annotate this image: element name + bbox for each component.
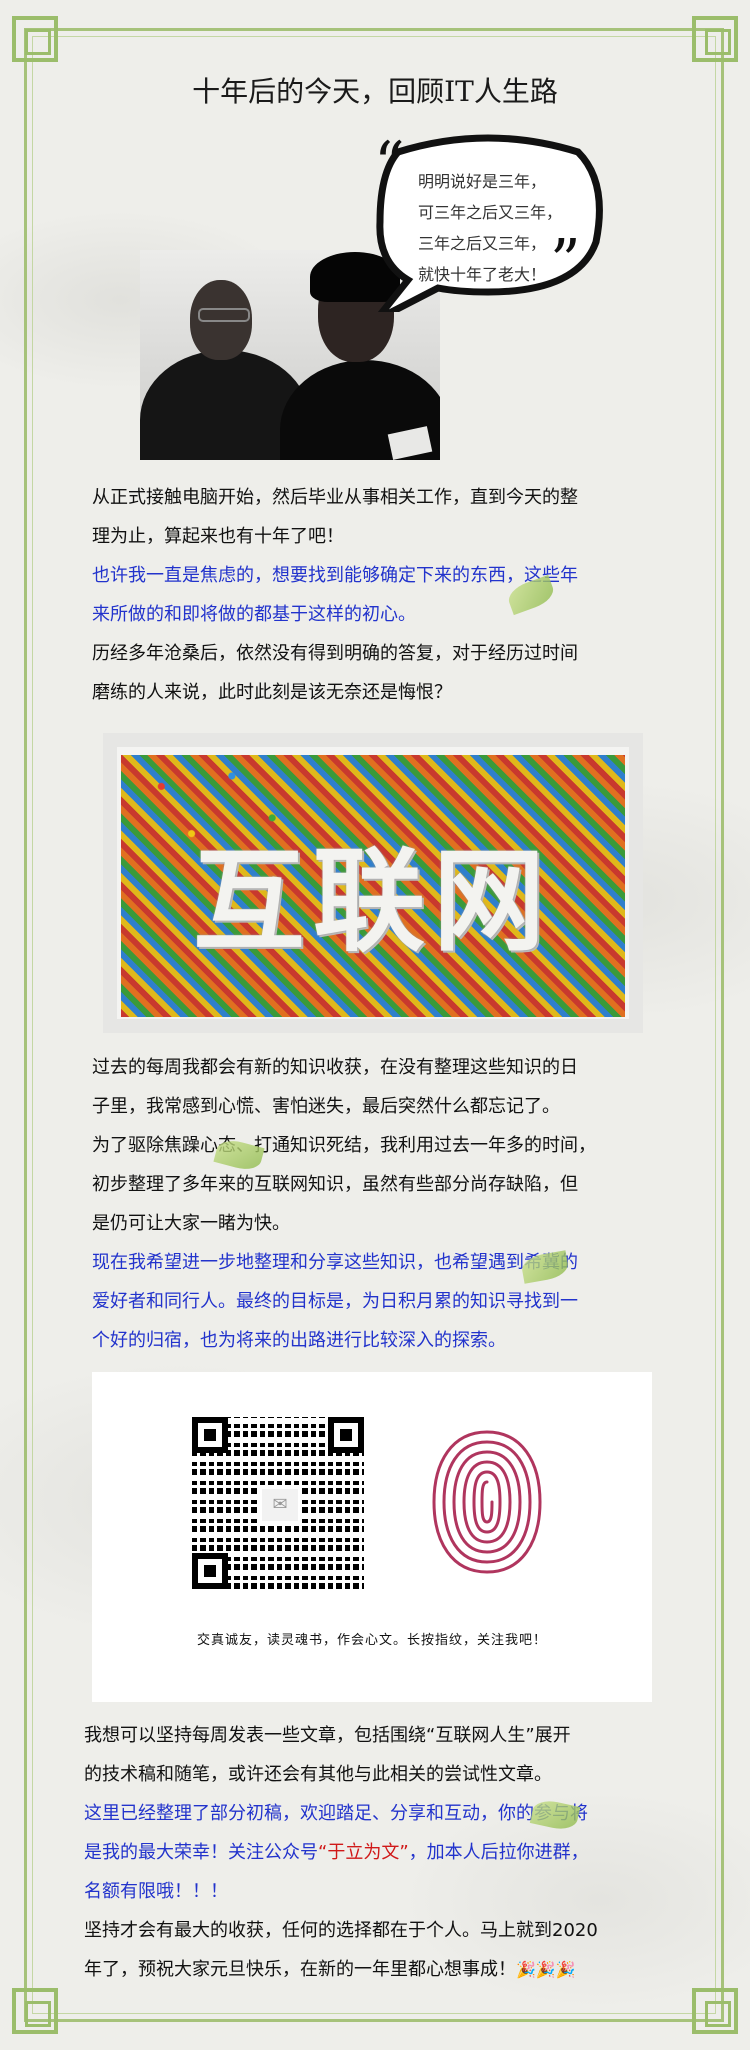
speech-bubble-shape: “ ” <box>374 132 603 312</box>
page-title: 十年后的今天，回顾IT人生路 <box>192 75 558 108</box>
candy-pile <box>121 755 625 1017</box>
text-span-blue: ，加本人后拉你进群， <box>408 1842 589 1863</box>
text-line-blue: 名额有限哦！！！ <box>84 1881 228 1902</box>
text-line: 年了，预祝大家元旦快乐，在新的一年里都心想事成！🎉🎉🎉 <box>84 1950 704 1989</box>
text-line-blue: 来所做的和即将做的都基于这样的初心。 <box>92 604 416 625</box>
page-frame <box>24 28 724 2022</box>
text-span-blue: 是我的最大荣幸！关注公众号 <box>84 1842 318 1863</box>
text-line: 磨练的人来说，此时此刻是该无奈还是悔恨？ <box>92 682 452 703</box>
corner-ornament-top-left <box>12 16 58 62</box>
candy-image-internet: 互联网 <box>103 733 643 1033</box>
text-line: 历经多年沧桑后，依然没有得到明确的答复，对于经历过时间 <box>92 643 578 664</box>
text-line: 理为止，算起来也有十年了吧！ <box>92 526 344 547</box>
corner-ornament-top-right <box>692 16 738 62</box>
paragraph-intro: 从正式接触电脑开始，然后毕业从事相关工作，直到今天的整 理为止，算起来也有十年了… <box>92 478 682 712</box>
photo-man-left-glasses <box>198 308 250 322</box>
text-line-blue: 爱好者和同行人。最终的目标是，为日积月累的知识寻找到一 <box>92 1291 578 1312</box>
text-line: 过去的每周我都会有新的知识收获，在没有整理这些知识的日 <box>92 1057 578 1078</box>
text-line: 从正式接触电脑开始，然后毕业从事相关工作，直到今天的整 <box>92 487 578 508</box>
text-line-blue: 个好的归宿，也为将来的出路进行比较深入的探索。 <box>92 1330 506 1351</box>
text-line-blue: 这里已经整理了部分初稿，欢迎踏足、分享和互动，你的参与将 <box>84 1803 588 1824</box>
corner-ornament-bottom-left <box>12 1988 58 2034</box>
corner-ornament-bottom-right <box>692 1988 738 2034</box>
text-line-blue: 也许我一直是焦虑的，想要找到能够确定下来的东西，这些年 <box>92 565 578 586</box>
text-line: 坚持才会有最大的收获，任何的选择都在于个人。马上就到2020 <box>84 1920 598 1941</box>
page-frame-inner <box>32 36 716 2014</box>
text-line: 我想可以坚持每周发表一些文章，包括围绕“互联网人生”展开 <box>84 1725 571 1746</box>
text-line: 初步整理了多年来的互联网知识，虽然有些部分尚存缺陷，但 <box>92 1174 578 1195</box>
fingerprint-icon[interactable] <box>422 1422 552 1582</box>
qr-caption: 交真诚友，读灵魂书，作会心文。长按指纹，关注我吧！ <box>196 1633 547 1648</box>
quote-close-icon: ” <box>550 227 581 297</box>
bubble-line: 明明说好是三年， <box>418 172 547 191</box>
speech-bubble-text: 明明说好是三年， 可三年之后又三年， 三年之后又三年， 就快十年了老大！ <box>418 166 588 290</box>
text-line: 子里，我常感到心慌、害怕迷失，最后突然什么都忘记了。 <box>92 1096 560 1117</box>
bubble-line: 可三年之后又三年， <box>418 203 563 222</box>
account-name: “于立为文” <box>318 1842 409 1863</box>
text-line: 是仍可让大家一睹为快。 <box>92 1213 290 1234</box>
candy-word: 互联网 <box>193 837 553 967</box>
text-line-blue: 现在我希望进一步地整理和分享这些知识，也希望遇到希冀的 <box>92 1252 578 1273</box>
qr-logo-icon: ✉ <box>260 1487 300 1523</box>
paragraph-outro: 我想可以坚持每周发表一些文章，包括围绕“互联网人生”展开 的技术稿和随笔，或许还… <box>84 1716 704 1989</box>
bubble-line: 三年之后又三年， <box>418 234 547 253</box>
party-popper-icon: 🎉🎉🎉 <box>516 1960 576 1979</box>
qr-card: ✉ 交真诚友，读灵魂书，作会心文。长按指纹，关注我吧！ <box>92 1372 652 1702</box>
qr-code[interactable]: ✉ <box>192 1417 364 1589</box>
speech-bubble: “ ” 明明说好是三年， 可三年之后又三年， 三年之后又三年， 就快十年了老大！ <box>368 132 608 312</box>
text-line-blue: 是我的最大荣幸！关注公众号“于立为文”，加本人后拉你进群， <box>84 1833 704 1872</box>
text-line: 为了驱除焦躁心态、打通知识死结，我利用过去一年多的时间， <box>92 1135 596 1156</box>
text-span: 年了，预祝大家元旦快乐，在新的一年里都心想事成！ <box>84 1959 516 1980</box>
quote-open-icon: “ <box>374 132 405 199</box>
bubble-line: 就快十年了老大！ <box>418 265 547 284</box>
photo-two-men <box>140 250 440 460</box>
text-line: 的技术稿和随笔，或许还会有其他与此相关的尝试性文章。 <box>84 1764 552 1785</box>
paragraph-motivation: 过去的每周我都会有新的知识收获，在没有整理这些知识的日 子里，我常感到心慌、害怕… <box>92 1048 682 1360</box>
